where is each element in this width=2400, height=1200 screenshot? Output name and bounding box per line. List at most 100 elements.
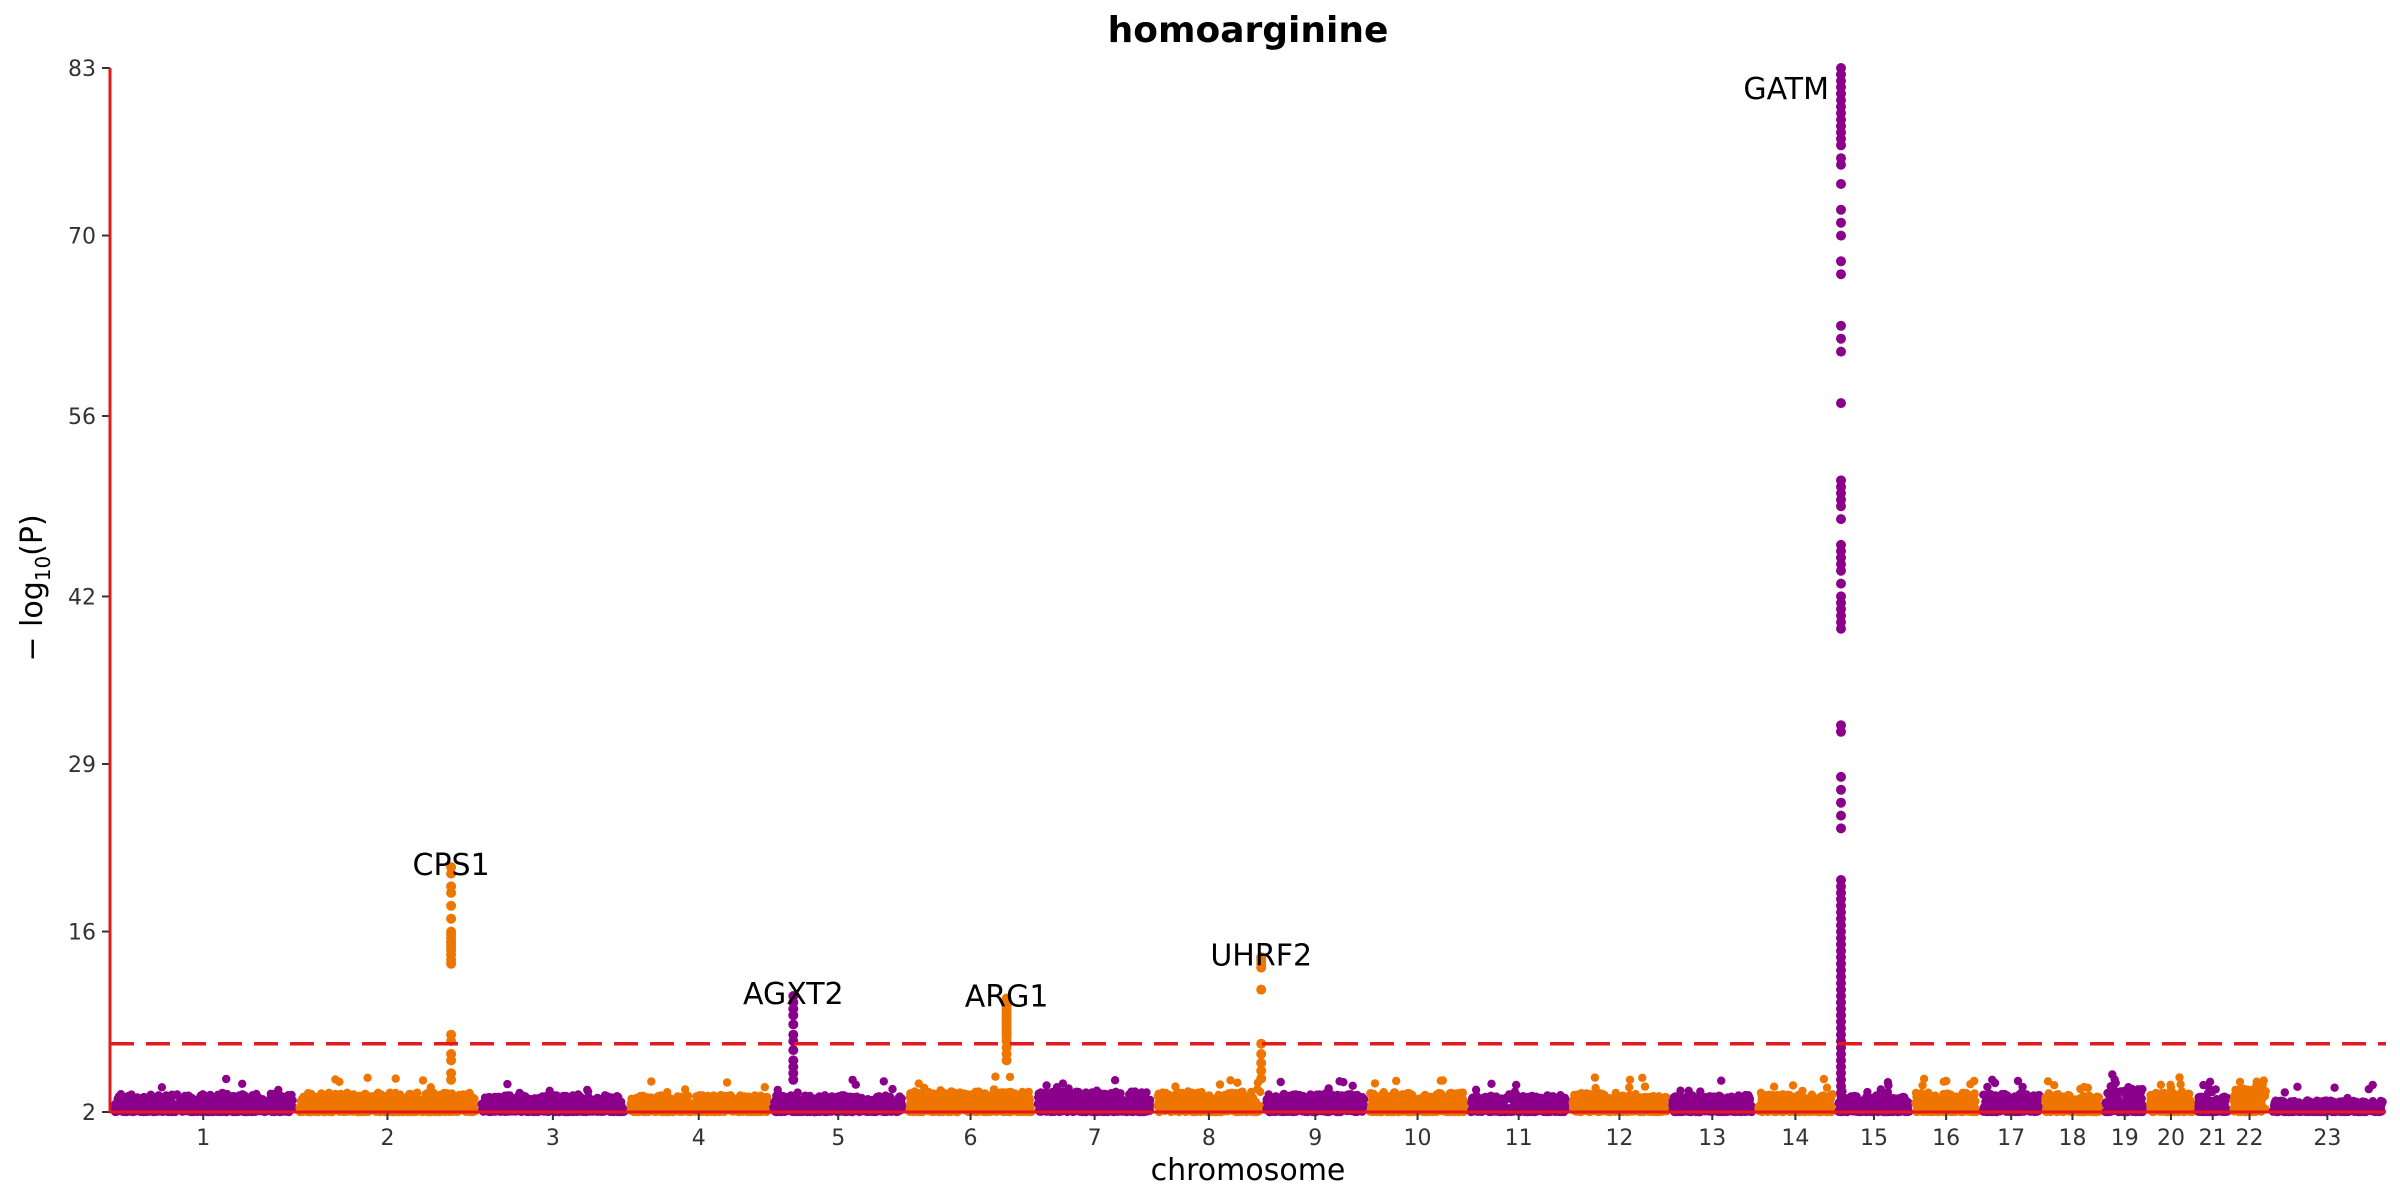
snp-point-chr10 (1434, 1088, 1444, 1098)
snp-point-chr11 (1551, 1100, 1561, 1109)
snp-point-chr1 (274, 1085, 283, 1095)
snp-point-chr6 (914, 1079, 923, 1088)
snp-point-chr10 (1392, 1076, 1401, 1086)
snp-point-chr5 (897, 1099, 906, 1109)
snp-point-chr6 (989, 1085, 999, 1094)
snp-point-chr4 (722, 1078, 732, 1087)
snp-point-chr9 (1275, 1099, 1284, 1108)
snp-point-chr8 (1253, 1084, 1262, 1094)
snp-point-chr2 (418, 1076, 428, 1085)
snp-point-chr5 (784, 1095, 794, 1104)
snp-point-chr10 (1410, 1097, 1419, 1106)
snp-point-chr6 (980, 1089, 990, 1098)
snp-point-chr3 (545, 1086, 554, 1096)
snp-point-chr2 (403, 1096, 412, 1106)
snp-point-chr6 (991, 1072, 1000, 1081)
snp-point-chr5 (770, 1096, 780, 1106)
snp-point-chr3 (477, 1099, 487, 1109)
snp-point-chr9 (1299, 1091, 1308, 1101)
snp-point-chr4 (700, 1098, 709, 1108)
snp-point-chr6 (936, 1086, 945, 1095)
snp-point-chr10 (1418, 1092, 1428, 1102)
snp-point-chr10 (1366, 1089, 1375, 1098)
snp-point-chr9 (1348, 1081, 1357, 1091)
snp-point-chr4 (756, 1091, 765, 1100)
snp-point-chr9 (1319, 1102, 1329, 1111)
snp-point-chr11 (1491, 1093, 1501, 1102)
snp-point-chr10 (1379, 1088, 1388, 1097)
snp-point-chr8 (1251, 1097, 1261, 1107)
snp-point-chr7 (1138, 1099, 1148, 1109)
snp-point-chr8 (1185, 1089, 1194, 1098)
snp-point-chr9 (1306, 1090, 1315, 1099)
snp-point-chr3 (515, 1102, 524, 1112)
snp-point-chr1 (161, 1092, 170, 1101)
snp-point-chr1 (157, 1083, 167, 1092)
snp-point-chr2 (391, 1074, 400, 1083)
snp-point-chr3 (583, 1085, 592, 1095)
snp-point-chr7 (1110, 1076, 1120, 1085)
snp-point-chr4 (646, 1093, 655, 1102)
snp-point-chr3 (515, 1088, 524, 1098)
snp-point-chr10 (1447, 1088, 1456, 1098)
snp-point-chr1 (112, 1100, 122, 1109)
snp-point-chr2 (336, 1089, 346, 1099)
snp-point-chr9 (1264, 1090, 1273, 1099)
snp-point-chr1 (152, 1104, 162, 1113)
snp-point-chr9 (1276, 1077, 1285, 1087)
snp-point-chr2 (316, 1092, 325, 1101)
snp-point-chr1 (218, 1088, 227, 1098)
chart-title: homoarginine (1108, 10, 1389, 51)
snp-point-chr1 (266, 1089, 275, 1099)
snp-point-chr1 (279, 1098, 288, 1107)
snp-point-chr1 (184, 1096, 194, 1106)
snp-point-chr4 (715, 1098, 724, 1107)
snp-point-chr1 (238, 1079, 247, 1089)
snp-point-chr7 (1092, 1086, 1102, 1095)
snp-point-chr1 (271, 1102, 281, 1111)
snp-point-chr4 (716, 1090, 725, 1100)
snp-point-chr6 (964, 1091, 973, 1100)
snp-point-chr7 (1052, 1083, 1062, 1092)
snp-point-chr11 (1547, 1092, 1557, 1102)
snp-point-chr3 (556, 1101, 566, 1110)
snp-point-chr1 (114, 1092, 124, 1101)
snp-point-chr4 (663, 1088, 672, 1097)
snp-point-chr11 (1520, 1103, 1529, 1112)
snp-point-chr10 (1390, 1088, 1399, 1097)
snp-point-chr4 (755, 1101, 764, 1111)
snp-point-chr5 (773, 1085, 782, 1095)
snp-point-chr2 (387, 1095, 396, 1104)
snp-point-chr2 (421, 1093, 430, 1102)
snp-point-chr5 (857, 1093, 866, 1103)
snp-point-chr7 (1102, 1101, 1112, 1111)
snp-point-chr7 (1091, 1094, 1100, 1104)
snp-point-chr2 (447, 1089, 457, 1098)
snp-point-chr2 (310, 1101, 319, 1110)
snp-point-chr5 (813, 1098, 822, 1107)
snp-point-chr3 (610, 1095, 619, 1104)
snp-point-chr4 (628, 1103, 637, 1112)
snp-point-chr8 (1212, 1095, 1222, 1104)
snp-point-chr9 (1324, 1084, 1333, 1093)
snp-point-chr2 (331, 1075, 340, 1084)
snp-point-chr7 (1042, 1081, 1051, 1090)
snp-point-chr1 (237, 1091, 246, 1101)
snp-point-chr9 (1348, 1098, 1357, 1107)
snp-point-chr1 (177, 1094, 187, 1103)
snp-point-chr8 (1229, 1092, 1239, 1101)
snp-point-chr8 (1215, 1080, 1225, 1089)
snp-point-chr5 (885, 1103, 894, 1112)
snp-point-chr6 (999, 1088, 1009, 1097)
snp-point-chr5 (833, 1097, 842, 1107)
snp-point-chr11 (1556, 1091, 1565, 1100)
snp-point-chr1 (248, 1091, 257, 1100)
snp-point-chr2 (440, 1095, 449, 1105)
data-points (109, 63, 2387, 1117)
snp-point-chr7 (1072, 1089, 1081, 1099)
snp-point-chr5 (888, 1084, 897, 1094)
snp-point-chr7 (1040, 1101, 1049, 1110)
snp-point-chr4 (632, 1093, 641, 1103)
snp-point-chr5 (848, 1098, 857, 1108)
